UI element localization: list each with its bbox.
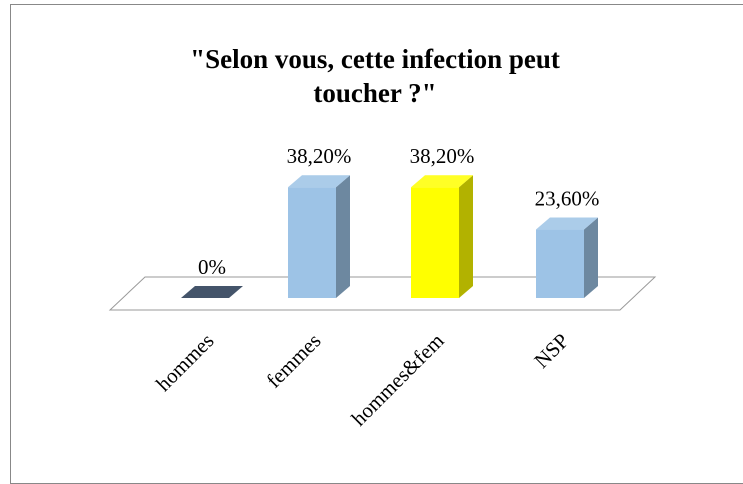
bar-front: [288, 187, 336, 298]
floor: [108, 276, 657, 311]
chart-title: "Selon vous, cette infection peut touche…: [190, 44, 560, 108]
bar-side-shade: [584, 217, 598, 298]
bar-side: [584, 217, 598, 298]
bar-side-shade: [459, 175, 473, 298]
value-label: 38,20%: [410, 144, 475, 168]
bar: [411, 175, 473, 298]
bar-side: [336, 175, 350, 298]
bar-top-shade: [288, 175, 350, 188]
value-label: 38,20%: [287, 144, 352, 168]
bar-side: [459, 175, 473, 298]
bar-top: [536, 217, 598, 230]
bar-top: [181, 286, 243, 298]
bar-top-shade: [411, 175, 473, 188]
value-label: 23,60%: [535, 187, 600, 211]
bar-front: [411, 187, 459, 298]
bar: [181, 286, 243, 298]
bar-side-shade: [336, 175, 350, 298]
bar-top: [411, 175, 473, 188]
bar: [536, 217, 598, 298]
x-tick-label: hommes: [151, 329, 218, 396]
x-tick-label: NSP: [529, 329, 573, 373]
bar: [288, 175, 350, 298]
bar-front: [536, 229, 584, 298]
value-label: 0%: [198, 255, 226, 279]
x-tick-label: hommes&fem: [347, 329, 449, 431]
x-tick-label: femmes: [262, 329, 326, 393]
bar-top: [288, 175, 350, 188]
bar-top-shade: [536, 217, 598, 230]
